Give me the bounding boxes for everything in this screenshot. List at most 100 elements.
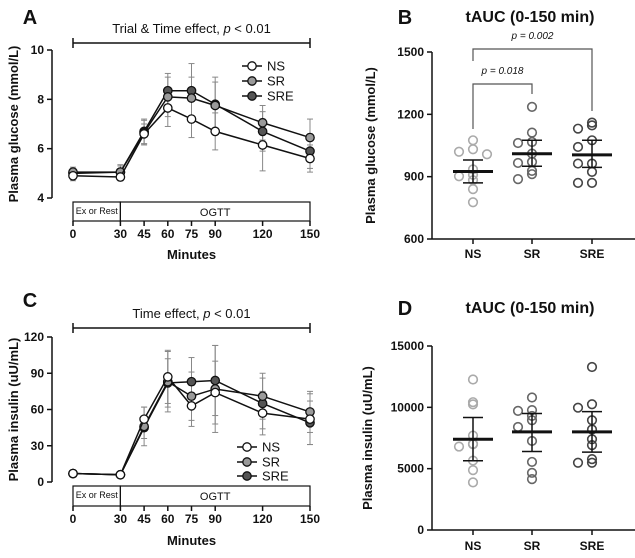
y-axis-label: Plasma insulin (uU/mL): [360, 366, 375, 510]
x-tick-label: 30: [114, 227, 128, 241]
data-point-NS: [115, 172, 126, 182]
comparison-bracket: [472, 83, 533, 129]
x-tick-label: 75: [185, 512, 199, 526]
data-point-SR: [526, 169, 538, 180]
annotation-rest: < 0.01: [231, 21, 271, 36]
data-point-NS: [467, 135, 479, 146]
y-tick-label: 90: [31, 366, 45, 380]
panel-A: A Trial & Time effect, p < 0.01 4 6 8 10 Plasm…: [6, 7, 320, 262]
x-tick-label: SRE: [580, 247, 605, 261]
y-tick-label: 8: [37, 92, 44, 106]
x-tick-label: 30: [114, 512, 128, 526]
data-point-NS: [186, 401, 197, 411]
data-point-SR: [512, 405, 524, 416]
significance-annotation: Time effect, p < 0.01: [132, 306, 250, 321]
legend-marker-NS: [242, 442, 252, 452]
x-tick-label: 45: [137, 512, 151, 526]
series-line-SR: [73, 96, 311, 173]
legend-label: NS: [262, 440, 280, 455]
chart-title: tAUC (0-150 min): [466, 300, 595, 317]
data-point-NS: [257, 408, 268, 418]
y-axis-label: Plasma insulin (uU/mL): [6, 338, 21, 482]
legend-marker-SR: [247, 76, 257, 86]
data-point-SR: [526, 101, 538, 112]
x-tick-label: SRE: [580, 539, 605, 553]
annotation-p: p: [202, 306, 210, 321]
panel-letter: A: [23, 7, 37, 29]
data-point-SRE: [572, 402, 584, 413]
legend-marker-SR: [242, 457, 252, 467]
legend-label: SRE: [267, 89, 294, 104]
x-tick-label: 120: [253, 227, 273, 241]
panel-letter: B: [398, 7, 412, 29]
data-point-NS: [467, 374, 479, 385]
legend-marker-SRE: [247, 91, 257, 101]
y-tick-label: 120: [24, 330, 44, 344]
x-tick-label: SR: [524, 247, 541, 261]
x-tick-label: 60: [161, 512, 175, 526]
y-tick-label: 6: [37, 142, 44, 156]
data-point-SR: [512, 157, 524, 169]
chart-title: tAUC (0-150 min): [466, 9, 595, 26]
data-point-SR: [162, 92, 173, 102]
p-value-label: p = 0.018: [481, 66, 524, 77]
y-tick-label: 30: [31, 439, 45, 453]
data-point-SRE: [572, 457, 584, 468]
data-point-NS: [162, 103, 173, 113]
data-point-SR: [526, 127, 538, 138]
x-tick-label: 0: [70, 512, 77, 526]
x-tick-label: 0: [70, 227, 77, 241]
x-tick-label: SR: [524, 539, 541, 553]
legend-label: SR: [267, 74, 285, 89]
data-point-SRE: [257, 126, 268, 137]
data-point-SRE: [586, 457, 598, 468]
data-point-SR: [526, 467, 538, 478]
x-tick-label: 150: [300, 512, 320, 526]
data-point-SRE: [586, 177, 598, 188]
data-point-NS: [467, 477, 479, 488]
x-tick-label: 90: [209, 512, 223, 526]
data-point-SR: [512, 174, 524, 185]
y-tick-label: 0: [417, 523, 424, 537]
data-point-SR: [526, 392, 538, 403]
y-axis-label: Plasma glucose (mmol/L): [363, 67, 378, 224]
series-line-NS: [72, 107, 311, 178]
data-point-NS: [467, 399, 479, 410]
y-tick-label: 15000: [391, 339, 425, 353]
x-tick-label: 75: [185, 227, 199, 241]
y-tick-label: 10: [31, 43, 45, 57]
data-point-NS: [467, 184, 479, 195]
data-point-SRE: [586, 453, 598, 465]
x-tick-label: 90: [209, 227, 223, 241]
significance-annotation: Trial & Time effect, p < 0.01: [112, 21, 271, 36]
data-point-SR: [305, 132, 315, 143]
data-point-SRE: [586, 120, 598, 131]
data-point-NS: [162, 372, 173, 382]
data-point-NS: [257, 140, 268, 150]
data-point-NS: [305, 153, 315, 164]
data-point-NS: [467, 465, 479, 476]
annotation-rest: < 0.01: [210, 306, 250, 321]
data-point-NS: [467, 144, 479, 155]
x-tick-label: 150: [300, 227, 320, 241]
data-point-NS: [481, 149, 493, 160]
data-point-SR: [186, 391, 197, 402]
data-point-SR: [526, 473, 538, 485]
y-axis-label: Plasma glucose (mmol/L): [6, 46, 21, 203]
phase-label: Ex or Rest: [76, 206, 119, 216]
data-point-SRE: [210, 375, 221, 386]
data-point-SR: [512, 421, 524, 433]
x-axis-label: Minutes: [167, 533, 216, 548]
legend-marker-SRE: [242, 471, 252, 481]
annotation-text: Time effect,: [132, 306, 203, 321]
data-point-NS: [453, 146, 465, 157]
p-value-label: p = 0.002: [511, 31, 554, 42]
data-point-NS: [467, 197, 479, 208]
y-tick-label: 0: [37, 475, 44, 489]
y-tick-label: 4: [37, 191, 44, 205]
panel-letter: D: [398, 298, 412, 320]
phase-label: OGTT: [200, 207, 231, 219]
